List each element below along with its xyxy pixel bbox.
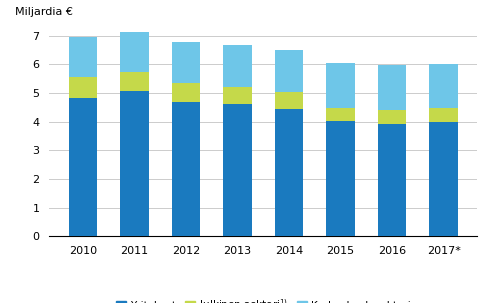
- Bar: [378, 65, 406, 110]
- Bar: [430, 122, 458, 236]
- Legend: Yritykset, Julkinen sektori$^{1)}$, Korkeakoulusektori: Yritykset, Julkinen sektori$^{1)}$, Kork…: [116, 297, 411, 303]
- Bar: [326, 108, 355, 121]
- Bar: [223, 87, 251, 104]
- Bar: [326, 121, 355, 236]
- Bar: [275, 109, 303, 236]
- Bar: [378, 110, 406, 124]
- Bar: [69, 77, 97, 98]
- Bar: [430, 64, 458, 108]
- Bar: [120, 72, 149, 92]
- Bar: [223, 45, 251, 87]
- Bar: [69, 37, 97, 77]
- Bar: [120, 92, 149, 236]
- Bar: [326, 62, 355, 108]
- Bar: [430, 108, 458, 122]
- Bar: [275, 50, 303, 92]
- Bar: [378, 124, 406, 236]
- Bar: [172, 102, 200, 236]
- Bar: [172, 42, 200, 83]
- Bar: [120, 32, 149, 72]
- Text: Miljardia €: Miljardia €: [15, 7, 73, 17]
- Bar: [172, 83, 200, 102]
- Bar: [69, 98, 97, 236]
- Bar: [275, 92, 303, 109]
- Bar: [223, 104, 251, 236]
